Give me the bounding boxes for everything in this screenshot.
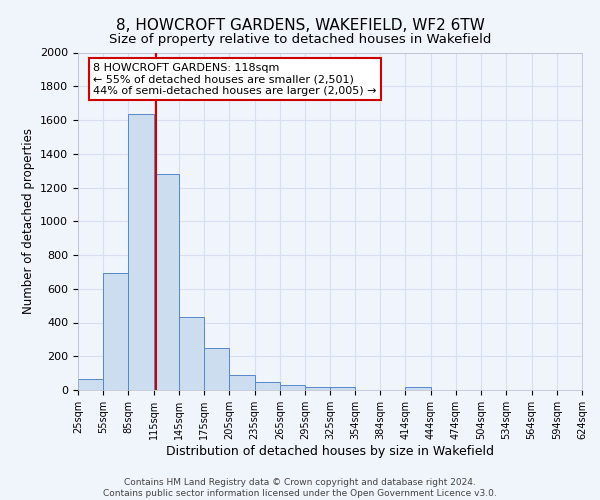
Bar — [305, 386, 331, 390]
Text: 8, HOWCROFT GARDENS, WAKEFIELD, WF2 6TW: 8, HOWCROFT GARDENS, WAKEFIELD, WF2 6TW — [116, 18, 484, 32]
Bar — [254, 382, 280, 390]
Y-axis label: Number of detached properties: Number of detached properties — [22, 128, 35, 314]
Bar — [406, 388, 431, 390]
Bar — [78, 379, 103, 390]
Bar — [280, 385, 305, 390]
Text: 8 HOWCROFT GARDENS: 118sqm
← 55% of detached houses are smaller (2,501)
44% of s: 8 HOWCROFT GARDENS: 118sqm ← 55% of deta… — [93, 62, 377, 96]
Bar — [204, 348, 229, 390]
Bar — [179, 316, 204, 390]
Bar — [229, 375, 254, 390]
Text: Contains HM Land Registry data © Crown copyright and database right 2024.
Contai: Contains HM Land Registry data © Crown c… — [103, 478, 497, 498]
Bar — [103, 272, 128, 390]
Bar — [128, 114, 154, 390]
Bar — [154, 174, 179, 390]
Bar — [331, 388, 355, 390]
X-axis label: Distribution of detached houses by size in Wakefield: Distribution of detached houses by size … — [166, 444, 494, 458]
Text: Size of property relative to detached houses in Wakefield: Size of property relative to detached ho… — [109, 32, 491, 46]
